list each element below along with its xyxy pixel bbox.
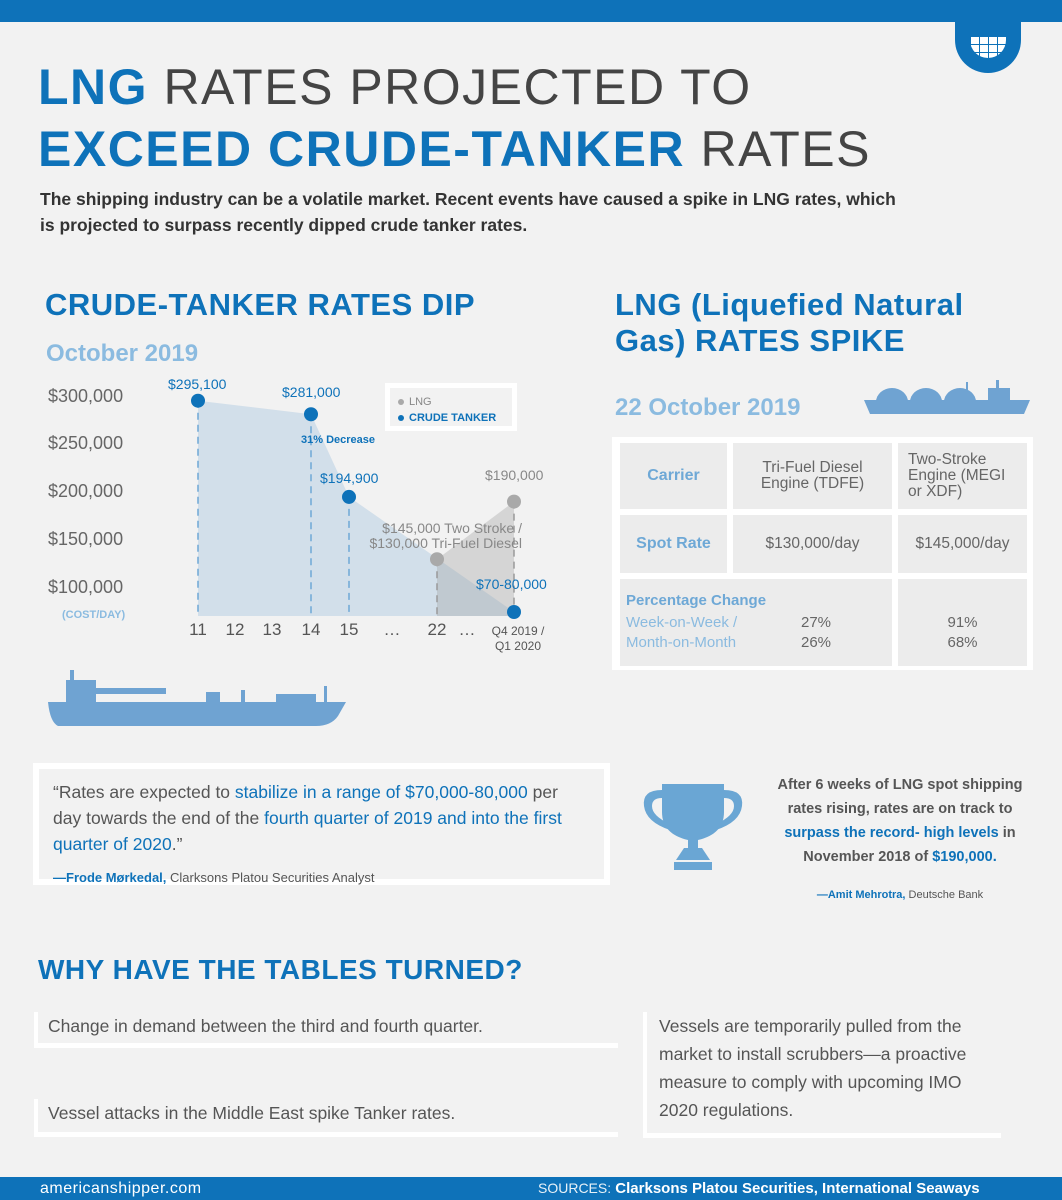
decrease-annotation: 31% Decrease — [301, 434, 376, 446]
callout-author: —Amit Mehrotra, — [816, 889, 906, 901]
legend-dot-icon — [398, 415, 404, 422]
legend-item-lng: LNG — [398, 394, 504, 410]
sources-text: Clarksons Platou Securities, Internation… — [611, 1180, 980, 1197]
quote-text: per day towards the end of the — [53, 782, 558, 828]
lng-carrier-ship-icon — [864, 380, 1030, 414]
lng-subheading: 22 October 2019 — [615, 394, 801, 421]
x-tick: 12 — [225, 620, 245, 639]
lng-heading-line: LNG (Liquefied Natural — [615, 287, 964, 322]
data-label: $70-80,000 — [476, 576, 547, 592]
data-label: $295,100 — [168, 376, 227, 392]
lng-heading: LNG (Liquefied Natural Gas) RATES SPIKE — [615, 287, 964, 359]
top-bar — [0, 0, 1062, 22]
reason-demand: Change in demand between the third and f… — [34, 1012, 618, 1048]
y-axis-label: (COST/DAY) — [62, 609, 126, 621]
data-point — [507, 494, 521, 509]
data-label: $281,000 — [282, 384, 341, 400]
data-point — [191, 393, 205, 408]
callout-text: in November 2018 of — [803, 825, 1016, 865]
table-header-carrier: Carrier — [620, 443, 727, 509]
chart-legend: LNG CRUDE TANKER — [385, 383, 517, 431]
table-header-two-stroke: Two-Stroke Engine (MEGI or XDF) — [898, 443, 1027, 509]
y-tick: $250,000 — [48, 433, 124, 453]
page-title: LNG RATES PROJECTED TO EXCEED CRUDE-TANK… — [38, 56, 871, 180]
intro-text: The shipping industry can be a volatile … — [40, 189, 896, 235]
sources-label: SOURCES: — [538, 1180, 612, 1196]
x-tick: 22 — [427, 620, 447, 639]
data-point — [304, 407, 318, 422]
trophy-icon — [643, 784, 743, 870]
crude-subheading: October 2019 — [46, 340, 199, 367]
globe-grid-icon — [970, 36, 1006, 58]
data-label: $190,000 — [485, 467, 544, 483]
table-label-spot-rate: Spot Rate — [620, 515, 727, 573]
table-row-percentage: Percentage Change Week-on-Week / Month-on… — [620, 579, 892, 666]
title-highlight: LNG — [38, 59, 149, 115]
legend-label: CRUDE TANKER — [409, 412, 497, 424]
legend-dot-icon — [398, 399, 404, 406]
reason-scrubbers: Vessels are temporarily pulled from the … — [643, 1012, 1001, 1138]
quote-highlight: fourth quarter of 2019 and into the firs… — [53, 808, 562, 854]
reason-attacks: Vessel attacks in the Middle East spike … — [34, 1099, 618, 1137]
callout-role: Deutsche Bank — [905, 889, 984, 901]
table-header-tdfe: Tri-Fuel Diesel Engine (TDFE) — [733, 443, 892, 509]
data-point — [507, 605, 521, 619]
series-area-lng — [437, 501, 514, 616]
callout-highlight: surpass the record- high levels — [784, 825, 999, 841]
title-text: RATES — [685, 121, 871, 177]
value-mom-two-stroke: 68% — [947, 633, 978, 651]
value-wow-two-stroke: 91% — [947, 613, 978, 631]
logo — [955, 0, 1021, 73]
y-tick: $100,000 — [48, 577, 124, 597]
table-cell-spot-tdfe: $130,000/day — [733, 515, 892, 573]
legend-item-crude: CRUDE TANKER — [398, 410, 504, 426]
x-tick: … — [458, 620, 476, 639]
data-point — [342, 489, 356, 504]
y-tick: $200,000 — [48, 481, 124, 501]
callout-text: After 6 weeks of LNG spot shipping rates… — [777, 777, 1023, 817]
footer-site-link[interactable]: americanshipper.com — [40, 1180, 202, 1197]
label-mom: Month-on-Month — [626, 634, 737, 651]
x-tick: 11 — [189, 620, 207, 639]
lng-rates-table: Carrier Tri-Fuel Diesel Engine (TDFE) Tw… — [612, 437, 1033, 670]
analyst-quote: “Rates are expected to stabilize in a ra… — [33, 763, 610, 885]
value-mom-tdfe: 26% — [801, 634, 832, 651]
data-label: $194,900 — [320, 470, 379, 486]
x-tick: 13 — [262, 620, 282, 639]
crude-heading: CRUDE-TANKER RATES DIP — [45, 287, 476, 322]
data-point — [430, 552, 444, 567]
why-heading: WHY HAVE THE TABLES TURNED? — [38, 954, 523, 985]
x-tick: … — [383, 620, 401, 639]
legend-label: LNG — [409, 396, 432, 408]
label-wow: Week-on-Week / — [626, 614, 738, 631]
x-tick: 15 — [339, 620, 359, 639]
value-wow-tdfe: 27% — [801, 614, 832, 631]
data-label: $145,000 Two Stroke / $130,000 Tri-Fuel … — [369, 520, 522, 551]
title-highlight: EXCEED CRUDE-TANKER — [38, 121, 686, 177]
quote-role: Clarksons Platou Securities Analyst — [166, 870, 375, 885]
quote-highlight: stabilize in a range of $70,000-80,000 — [234, 782, 528, 802]
quote-text: .” — [171, 834, 183, 854]
title-text: RATES PROJECTED TO — [148, 59, 752, 115]
y-tick: $300,000 — [48, 386, 124, 406]
lng-heading-line: Gas) RATES SPIKE — [615, 323, 905, 358]
series-area-crude-tanker — [198, 400, 514, 616]
callout-highlight: $190,000. — [932, 849, 997, 865]
analyst-callout: After 6 weeks of LNG spot shipping rates… — [760, 773, 1040, 907]
quote-author: —Frode Mørkedal, — [53, 870, 167, 885]
y-tick: $150,000 — [48, 529, 124, 549]
x-tick: Q4 2019 /Q1 2020 — [491, 624, 545, 653]
crude-tanker-ship-icon — [48, 670, 346, 726]
table-label-pct: Percentage Change — [626, 592, 767, 609]
quote-text: “Rates are expected to — [53, 782, 235, 802]
footer: americanshipper.com SOURCES: Clarksons P… — [0, 1177, 1062, 1200]
table-cell-spot-two-stroke: $145,000/day — [898, 515, 1027, 573]
table-cell-pct-two-stroke: 91% 68% — [898, 579, 1027, 666]
x-tick: 14 — [301, 620, 321, 639]
